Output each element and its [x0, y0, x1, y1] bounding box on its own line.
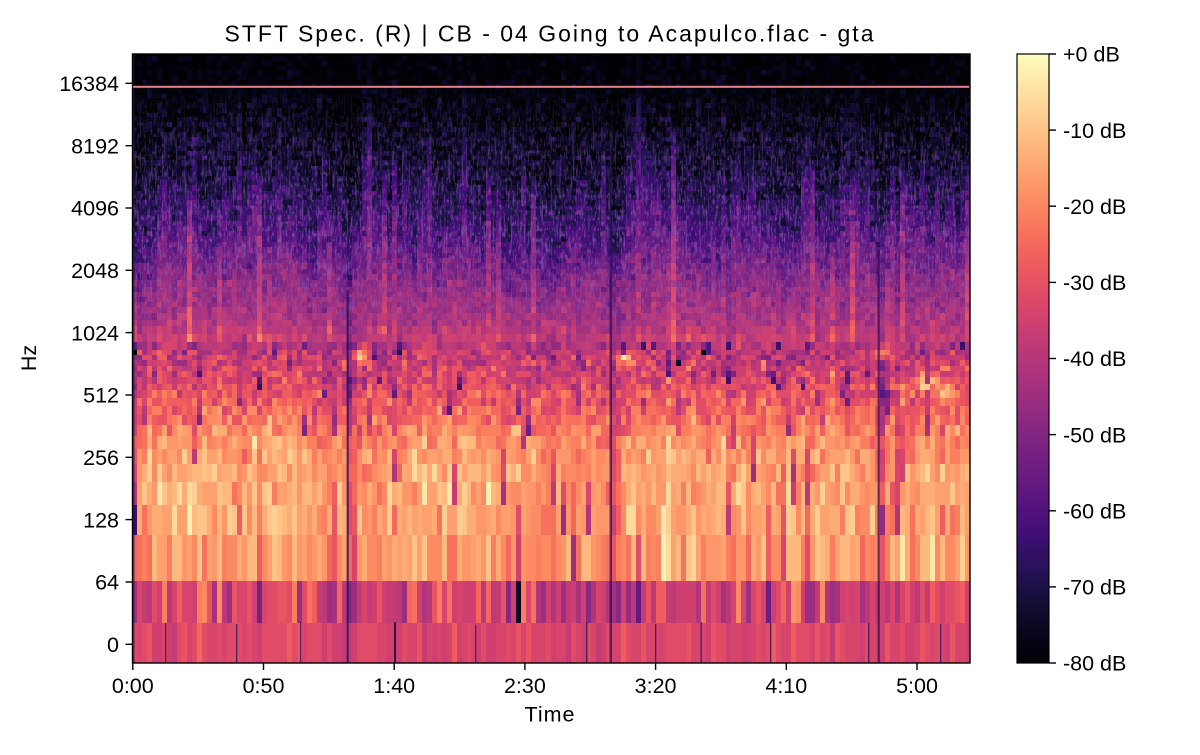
svg-text:-60 dB: -60 dB	[1063, 500, 1126, 524]
svg-text:64: 64	[95, 571, 119, 595]
svg-text:0:00: 0:00	[112, 674, 154, 698]
svg-text:+0 dB: +0 dB	[1063, 43, 1120, 67]
svg-text:-30 dB: -30 dB	[1063, 271, 1126, 295]
svg-text:4:10: 4:10	[765, 674, 807, 698]
svg-text:4096: 4096	[71, 197, 119, 221]
svg-text:0: 0	[107, 633, 119, 657]
svg-text:16384: 16384	[59, 72, 119, 96]
svg-text:0:50: 0:50	[243, 674, 285, 698]
svg-text:Time: Time	[525, 703, 576, 727]
svg-text:STFT Spec. (R) | CB - 04 Going: STFT Spec. (R) | CB - 04 Going to Acapul…	[225, 21, 876, 47]
svg-text:8192: 8192	[71, 134, 119, 158]
svg-text:-80 dB: -80 dB	[1063, 652, 1126, 676]
svg-text:-50 dB: -50 dB	[1063, 423, 1126, 447]
svg-text:256: 256	[83, 446, 119, 470]
svg-text:-10 dB: -10 dB	[1063, 119, 1126, 143]
svg-text:-70 dB: -70 dB	[1063, 576, 1126, 600]
svg-text:Hz: Hz	[17, 345, 41, 371]
svg-text:1:40: 1:40	[373, 674, 415, 698]
svg-text:5:00: 5:00	[896, 674, 938, 698]
svg-text:3:20: 3:20	[635, 674, 677, 698]
svg-text:-20 dB: -20 dB	[1063, 195, 1126, 219]
svg-text:-40 dB: -40 dB	[1063, 347, 1126, 371]
svg-text:1024: 1024	[71, 321, 119, 345]
svg-text:2048: 2048	[71, 259, 119, 283]
svg-text:128: 128	[83, 508, 119, 532]
svg-text:2:30: 2:30	[504, 674, 546, 698]
svg-text:512: 512	[83, 384, 119, 408]
